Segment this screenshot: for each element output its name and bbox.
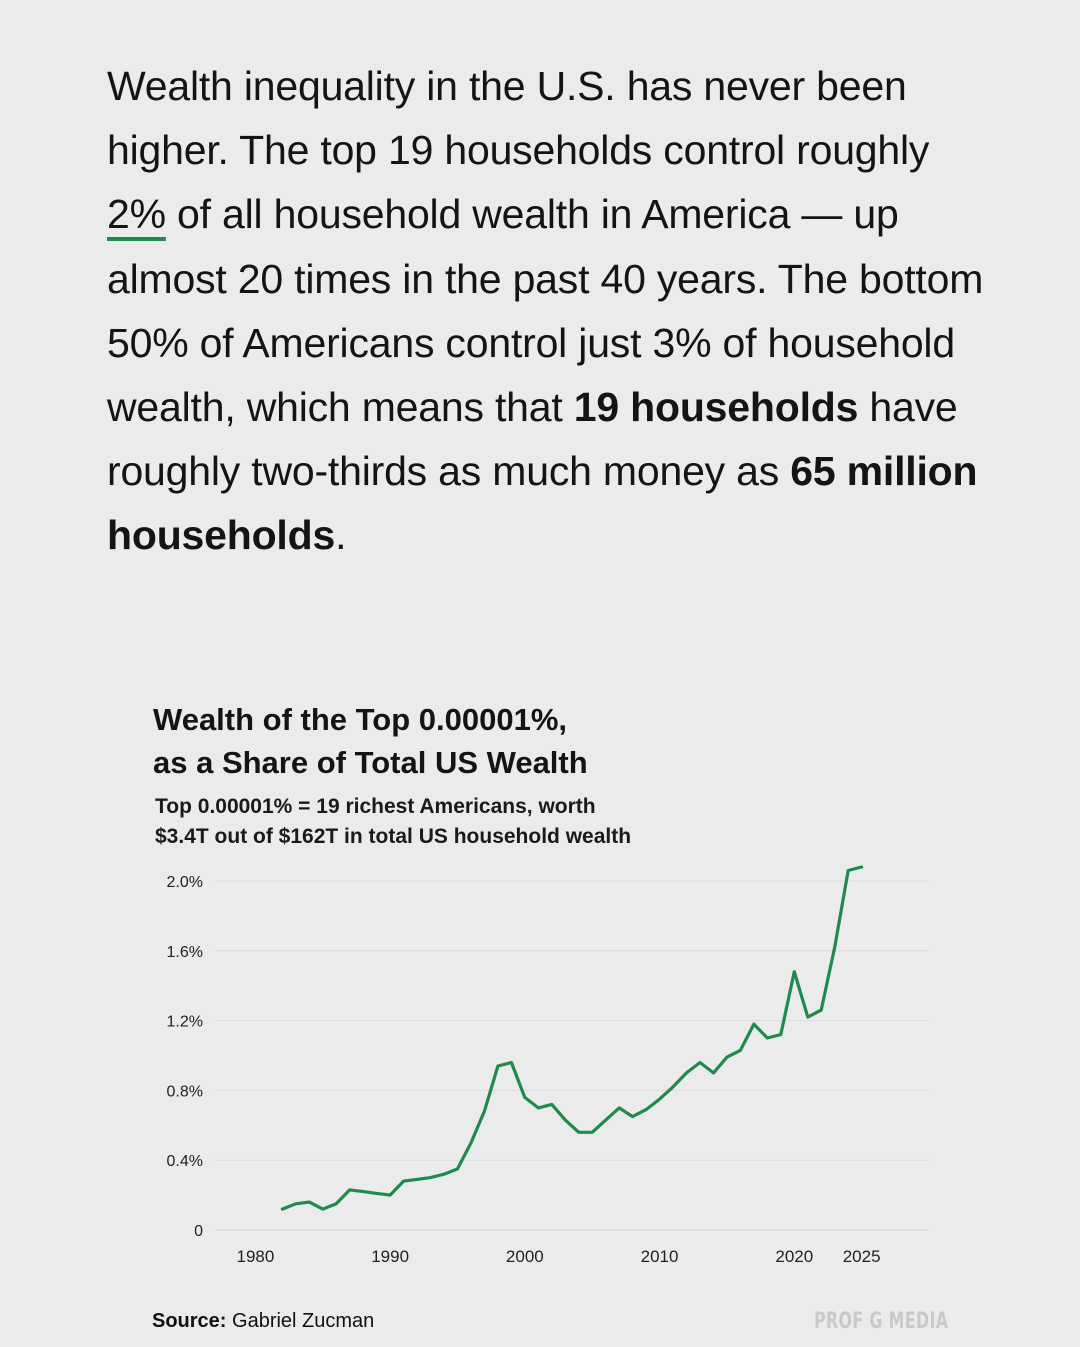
y-tick-label: 0.8% xyxy=(167,1083,203,1100)
series-line xyxy=(280,865,864,1211)
x-tick-label: 2020 xyxy=(775,1247,813,1266)
intro-text: have roughly two-thirds as much money as xyxy=(107,384,958,495)
chart-title-line: Wealth of the Top 0.00001%, xyxy=(153,702,568,737)
intro-text: Wealth inequality in the U.S. has never … xyxy=(107,63,930,174)
intro-bold: 65 million households xyxy=(107,448,978,559)
intro-highlight: 2% xyxy=(107,191,166,238)
chart-subtitle-line: $3.4T out of $162T in total US household… xyxy=(155,824,632,848)
x-tick-label: 2025 xyxy=(843,1247,881,1266)
x-tick-label: 1980 xyxy=(237,1247,275,1266)
y-tick-label: 0 xyxy=(194,1223,203,1240)
source-label: Source: xyxy=(152,1310,227,1332)
chart-title: Wealth of the Top 0.00001%, as a Share of… xyxy=(153,698,853,784)
chart-subtitle: Top 0.00001% = 19 richest Americans, wor… xyxy=(155,792,855,851)
line-chart: 0 0.4% 0.8% 1.2% 1.6% 2.0% 1980 1990 2000 2010 202… xyxy=(167,865,929,1266)
intro-paragraph: Wealth inequality in the U.S. has never … xyxy=(107,54,987,568)
x-tick-label: 2010 xyxy=(641,1247,679,1266)
source-value: Gabriel Zucman xyxy=(226,1310,375,1332)
y-tick-label: 1.2% xyxy=(167,1014,203,1031)
chart-title-line: as a Share of Total US Wealth xyxy=(153,745,588,780)
intro-bold: 19 households xyxy=(573,384,859,431)
y-tick-label: 2.0% xyxy=(167,874,203,891)
x-tick-label: 2000 xyxy=(506,1247,544,1266)
y-tick-label: 0.4% xyxy=(167,1153,203,1170)
intro-text: . xyxy=(335,512,347,559)
source-note: Source: Gabriel Zucman xyxy=(152,1310,374,1333)
brand-logo: PROF G MEDIA xyxy=(814,1309,949,1334)
x-tick-label: 1990 xyxy=(371,1247,409,1266)
intro-text: of all household wealth in America — up … xyxy=(107,191,984,431)
y-tick-label: 1.6% xyxy=(167,944,203,961)
chart-subtitle-line: Top 0.00001% = 19 richest Americans, wor… xyxy=(155,795,596,818)
